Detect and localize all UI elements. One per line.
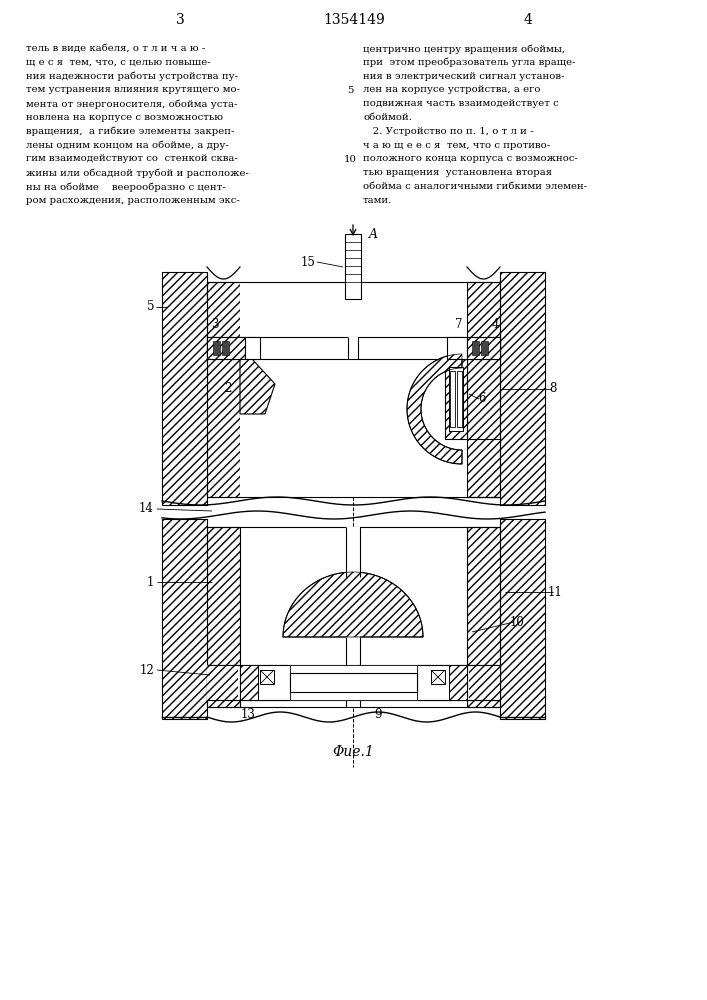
Bar: [162, 519, 207, 719]
Polygon shape: [240, 359, 275, 414]
Bar: [447, 337, 467, 359]
Text: 1354149: 1354149: [323, 13, 385, 27]
Text: положного конца корпуса с возможнос-: положного конца корпуса с возможнос-: [363, 154, 578, 163]
Text: мента от энергоносителя, обойма уста-: мента от энергоносителя, обойма уста-: [26, 99, 238, 109]
Text: тами.: тами.: [363, 196, 392, 205]
Text: щ е с я  тем, что, с целью повыше-: щ е с я тем, что, с целью повыше-: [26, 58, 211, 67]
Bar: [290, 673, 417, 692]
Bar: [345, 234, 361, 299]
Bar: [472, 341, 479, 355]
Text: при  этом преобразователь угла враще-: при этом преобразователь угла враще-: [363, 58, 575, 67]
Text: вращения,  а гибкие элементы закреп-: вращения, а гибкие элементы закреп-: [26, 127, 235, 136]
Bar: [346, 527, 360, 707]
Bar: [162, 272, 207, 505]
Bar: [449, 367, 463, 431]
Text: 13: 13: [240, 708, 255, 720]
Text: 5: 5: [146, 300, 154, 314]
Text: A: A: [368, 229, 378, 241]
Text: 12: 12: [139, 664, 154, 676]
Text: 1: 1: [146, 576, 154, 588]
Text: обойма с аналогичными гибкими элемен-: обойма с аналогичными гибкими элемен-: [363, 182, 587, 191]
Text: 2: 2: [225, 382, 232, 395]
Bar: [481, 341, 488, 355]
Text: 9: 9: [374, 708, 382, 720]
Polygon shape: [407, 354, 462, 464]
Text: ром расхождения, расположенным экс-: ром расхождения, расположенным экс-: [26, 196, 240, 205]
Text: лены одним концом на обойме, а дру-: лены одним концом на обойме, а дру-: [26, 141, 229, 150]
Bar: [162, 519, 207, 719]
Text: тем устранения влияния крутящего мо-: тем устранения влияния крутящего мо-: [26, 85, 240, 94]
Text: лен на корпусе устройства, а его: лен на корпусе устройства, а его: [363, 85, 540, 94]
Bar: [207, 337, 245, 359]
Text: тью вращения  установлена вторая: тью вращения установлена вторая: [363, 168, 552, 177]
Bar: [467, 337, 500, 359]
Text: 11: 11: [548, 585, 562, 598]
Bar: [348, 337, 358, 359]
Bar: [207, 665, 238, 700]
Bar: [467, 527, 500, 707]
Bar: [240, 665, 290, 700]
Bar: [207, 665, 240, 700]
Text: 14: 14: [139, 502, 154, 516]
Text: 6: 6: [478, 392, 486, 406]
Bar: [449, 665, 467, 700]
Bar: [162, 272, 207, 505]
Bar: [500, 272, 545, 505]
Bar: [240, 665, 258, 700]
Bar: [290, 665, 417, 673]
Text: 3: 3: [175, 13, 185, 27]
Bar: [207, 282, 240, 497]
Text: 4: 4: [491, 318, 498, 332]
Bar: [445, 359, 467, 439]
Bar: [207, 337, 500, 359]
Bar: [213, 341, 220, 355]
Polygon shape: [283, 572, 423, 637]
Text: гим взаимодействуют со  стенкой сква-: гим взаимодействуют со стенкой сква-: [26, 154, 238, 163]
Text: 8: 8: [549, 382, 556, 395]
Bar: [457, 371, 462, 427]
Bar: [469, 665, 500, 700]
Bar: [207, 282, 240, 497]
Bar: [500, 272, 545, 505]
Text: центрично центру вращения обоймы,: центрично центру вращения обоймы,: [363, 44, 565, 53]
Text: 2. Устройство по п. 1, о т л и -: 2. Устройство по п. 1, о т л и -: [363, 127, 534, 136]
Text: ны на обойме    веерообразно с цент-: ны на обойме веерообразно с цент-: [26, 182, 226, 192]
Bar: [260, 670, 274, 684]
Bar: [500, 519, 545, 719]
Bar: [240, 282, 467, 497]
Bar: [207, 527, 240, 707]
Text: 10: 10: [344, 155, 356, 164]
Text: 5: 5: [347, 86, 354, 95]
Bar: [290, 692, 417, 700]
Text: 7: 7: [455, 318, 463, 332]
Bar: [431, 670, 445, 684]
Text: жины или обсадной трубой и расположе-: жины или обсадной трубой и расположе-: [26, 168, 249, 178]
Text: ния в электрический сигнал установ-: ния в электрический сигнал установ-: [363, 72, 564, 81]
Text: ния надежности работы устройства пу-: ния надежности работы устройства пу-: [26, 72, 238, 81]
Text: 4: 4: [524, 13, 532, 27]
Text: 3: 3: [211, 318, 218, 332]
Bar: [222, 341, 229, 355]
Bar: [500, 519, 545, 719]
Text: Φue.1: Φue.1: [332, 745, 374, 759]
Bar: [207, 527, 240, 707]
Bar: [417, 665, 467, 700]
Text: новлена на корпусе с возможностью: новлена на корпусе с возможностью: [26, 113, 223, 122]
Bar: [467, 282, 500, 497]
Text: обоймой.: обоймой.: [363, 113, 412, 122]
Text: 15: 15: [300, 255, 315, 268]
Text: подвижная часть взаимодействует с: подвижная часть взаимодействует с: [363, 99, 559, 108]
Bar: [245, 337, 260, 359]
Text: тель в виде кабеля, о т л и ч а ю -: тель в виде кабеля, о т л и ч а ю -: [26, 44, 205, 53]
Text: ч а ю щ е е с я  тем, что с противо-: ч а ю щ е е с я тем, что с противо-: [363, 141, 550, 150]
Bar: [467, 527, 500, 707]
Text: 10: 10: [510, 615, 525, 629]
Bar: [467, 665, 500, 700]
Bar: [240, 527, 467, 707]
Bar: [467, 282, 500, 497]
Bar: [450, 371, 455, 427]
